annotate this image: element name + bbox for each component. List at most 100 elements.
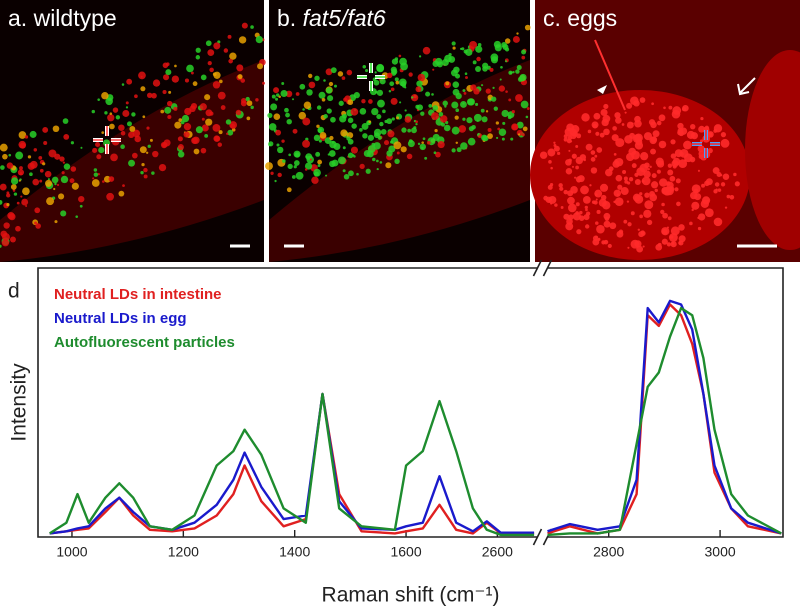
- particle: [12, 189, 16, 192]
- particle: [29, 130, 37, 138]
- crosshair: [357, 63, 385, 91]
- particle: [294, 152, 300, 158]
- particle: [599, 183, 609, 192]
- particle: [0, 199, 3, 205]
- particle: [140, 86, 146, 92]
- particle: [623, 176, 628, 181]
- particle: [644, 192, 650, 198]
- particle: [326, 108, 332, 114]
- particle: [21, 198, 29, 206]
- particle: [379, 161, 383, 164]
- particle: [458, 125, 467, 133]
- particle: [268, 123, 277, 131]
- particle: [626, 121, 634, 129]
- particle: [595, 131, 600, 136]
- particle: [455, 73, 461, 79]
- panel-letter: a.: [8, 5, 27, 31]
- particle: [44, 170, 52, 178]
- particle: [152, 150, 159, 158]
- particle: [689, 221, 693, 226]
- particle: [589, 184, 592, 187]
- particle: [396, 151, 400, 155]
- particle: [60, 175, 69, 184]
- particle: [70, 141, 74, 145]
- particle: [553, 145, 560, 152]
- particle: [639, 192, 643, 196]
- particle: [143, 167, 148, 173]
- particle: [271, 94, 276, 99]
- particle: [339, 115, 347, 123]
- particle: [200, 147, 207, 154]
- particle: [121, 83, 125, 86]
- particle: [516, 64, 522, 70]
- particle: [613, 189, 621, 197]
- particle: [697, 145, 705, 153]
- particle: [309, 158, 312, 161]
- particle: [658, 140, 667, 149]
- particle: [604, 216, 610, 221]
- particle: [227, 129, 234, 136]
- particle: [419, 143, 427, 151]
- particle: [316, 124, 320, 129]
- particle: [106, 192, 114, 201]
- particle: [246, 116, 251, 121]
- particle: [250, 25, 254, 29]
- particle: [92, 147, 98, 154]
- particle: [97, 98, 100, 101]
- particle: [270, 103, 278, 111]
- particle: [476, 56, 481, 62]
- particle: [577, 175, 585, 183]
- axis-frame: [37, 267, 784, 538]
- particle: [601, 118, 609, 127]
- particle: [516, 121, 524, 129]
- particle: [10, 177, 19, 185]
- particle: [205, 109, 213, 117]
- particle: [396, 116, 400, 120]
- particle: [162, 89, 167, 95]
- particle: [590, 167, 598, 174]
- particle: [640, 152, 649, 161]
- particle: [451, 148, 456, 153]
- particle: [129, 126, 136, 132]
- particle: [632, 193, 641, 202]
- particle: [246, 100, 253, 107]
- particle: [508, 98, 512, 102]
- particle: [190, 71, 194, 75]
- particle: [678, 224, 685, 231]
- particle: [376, 89, 384, 96]
- particle: [195, 55, 201, 60]
- particle: [726, 194, 731, 199]
- particle: [661, 189, 666, 193]
- particle: [95, 141, 101, 148]
- particle: [18, 140, 27, 149]
- particle: [487, 133, 493, 140]
- particle: [110, 153, 118, 162]
- particle: [612, 160, 620, 168]
- particle: [390, 66, 397, 73]
- particle: [583, 158, 586, 162]
- particle: [575, 202, 580, 207]
- particle: [630, 96, 639, 106]
- particle: [377, 99, 385, 108]
- particle: [590, 157, 596, 162]
- particle: [669, 235, 674, 239]
- particle: [420, 111, 425, 116]
- particle: [655, 243, 663, 251]
- particle: [438, 111, 444, 117]
- particle: [62, 118, 69, 124]
- particle: [500, 65, 503, 69]
- particle: [672, 164, 677, 169]
- particle: [593, 112, 601, 120]
- particle: [675, 178, 681, 184]
- particle: [467, 137, 476, 146]
- particle: [621, 123, 625, 126]
- particle: [147, 144, 151, 148]
- particle: [453, 66, 460, 74]
- particle: [455, 141, 459, 145]
- particle: [75, 215, 79, 218]
- particle: [504, 38, 511, 44]
- particle: [674, 149, 683, 158]
- particle: [596, 224, 605, 234]
- particle: [435, 57, 443, 66]
- particle: [18, 179, 21, 182]
